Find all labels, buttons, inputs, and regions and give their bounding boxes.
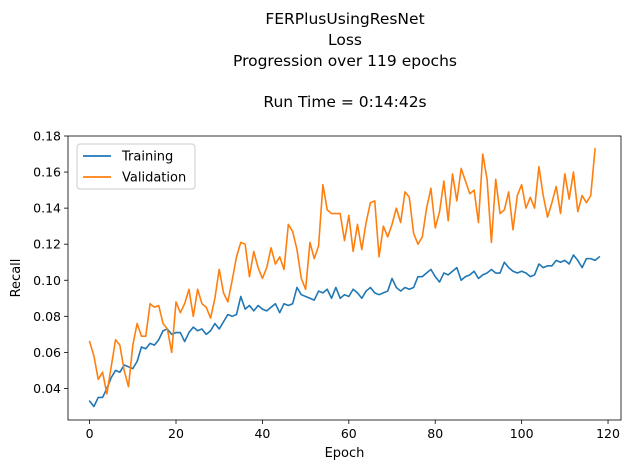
series-line-training: [88, 254, 601, 408]
legend: Training Validation: [76, 143, 196, 190]
chart-title-line: Loss: [328, 31, 362, 49]
y-tick-label: 0.16: [33, 165, 61, 180]
chart-title-line: Run Time = 0:14:42s: [263, 93, 426, 111]
chart-title: FERPlusUsingResNet Loss Progression over 1…: [233, 10, 457, 111]
legend-label: Validation: [122, 171, 186, 186]
y-tick-label: 0.06: [33, 345, 61, 360]
x-axis: 0 20 40 60 80 100 120: [86, 420, 620, 441]
y-tick-label: 0.12: [33, 237, 61, 252]
x-tick-label: 80: [427, 426, 443, 441]
y-tick-label: 0.18: [33, 129, 61, 144]
y-tick-label: 0.10: [33, 273, 61, 288]
chart-title-line: FERPlusUsingResNet: [265, 10, 424, 28]
x-tick-label: 100: [510, 426, 534, 441]
y-axis-label: Recall: [9, 259, 24, 298]
chart-title-line: Progression over 119 epochs: [233, 52, 457, 70]
x-tick-label: 60: [341, 426, 357, 441]
axes-frame: [67, 135, 622, 421]
x-tick-label: 120: [596, 426, 620, 441]
y-axis: 0.04 0.06 0.08 0.10 0.12 0.14 0.16 0.18: [33, 129, 68, 396]
x-axis-label: Epoch: [325, 446, 365, 461]
y-tick-label: 0.08: [33, 309, 61, 324]
x-tick-label: 20: [168, 426, 184, 441]
legend-label: Training: [121, 150, 173, 165]
series-line-validation: [88, 147, 596, 395]
plot-area: [67, 135, 622, 421]
y-tick-label: 0.04: [33, 381, 61, 396]
x-tick-label: 0: [86, 426, 94, 441]
y-tick-label: 0.14: [33, 201, 61, 216]
series-layer: [88, 147, 601, 408]
x-tick-label: 40: [254, 426, 270, 441]
